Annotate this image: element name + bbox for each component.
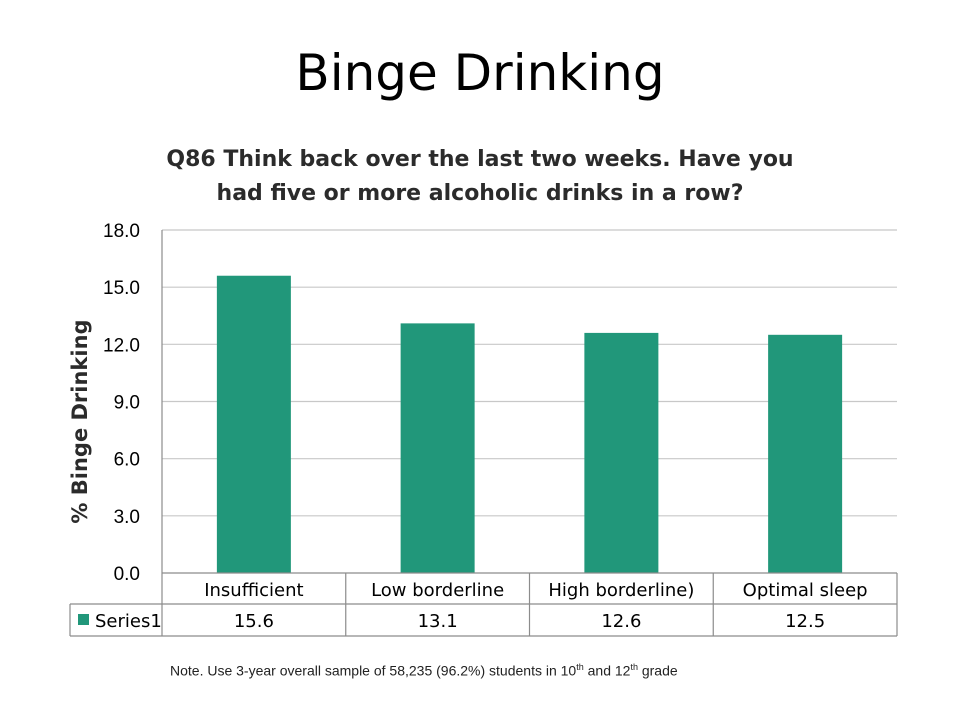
footnote-mid: and 12 [583,662,631,679]
category-label: Insufficient [204,580,303,601]
data-value-label: 12.6 [601,611,641,632]
legend-series-name: Series1 [95,611,162,632]
y-tick-label: 6.0 [114,450,140,471]
chart-title: Q86 Think back over the last two weeks. … [166,147,794,206]
footnote-sup-2: th [630,662,638,672]
category-label: High borderline) [548,580,694,601]
y-tick-label: 0.0 [114,564,140,585]
y-tick-label: 12.0 [103,335,140,356]
data-value-label: 12.5 [785,611,825,632]
y-tick-label: 9.0 [114,393,140,414]
data-value-label: 13.1 [418,611,458,632]
category-label: Optimal sleep [743,580,868,601]
footnote-sup-1: th [576,662,584,672]
legend-swatch [78,614,89,625]
slide-title: Binge Drinking [295,44,665,102]
y-axis-label: % Binge Drinking [68,319,92,523]
bar-1 [216,275,291,573]
category-label: Low borderline [371,580,504,601]
footnote: Note. Use 3-year overall sample of 58,23… [170,662,870,679]
y-tick-label: 15.0 [103,278,140,299]
footnote-end: grade [637,662,678,679]
bar-2 [400,323,475,573]
bar-3 [584,332,659,573]
y-tick-label: 18.0 [103,221,140,242]
bar-4 [768,334,843,573]
y-tick-label: 3.0 [114,507,140,528]
data-value-label: 15.6 [234,611,274,632]
footnote-text: Note. Use 3-year overall sample of 58,23… [170,662,577,679]
